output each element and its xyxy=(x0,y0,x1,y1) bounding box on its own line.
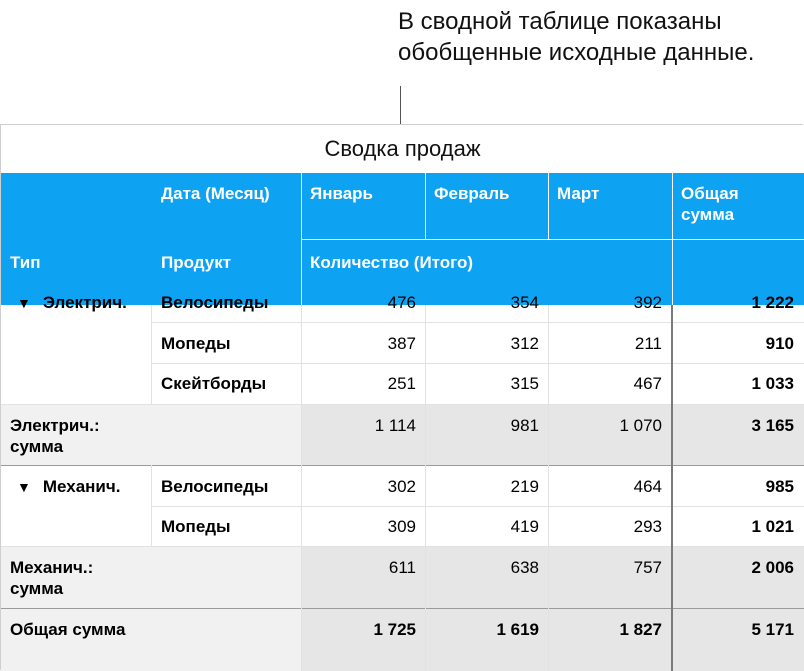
grand-total-label: Общая сумма xyxy=(10,620,126,639)
value-cell: 293 xyxy=(633,517,662,536)
header-measure[interactable]: Количество (Итого) xyxy=(310,253,474,272)
value-cell: 309 xyxy=(387,517,416,536)
subtotal-value-cell: 638 xyxy=(510,558,539,577)
value-cell: 419 xyxy=(510,517,539,536)
header-month-jan[interactable]: Январь xyxy=(310,184,374,203)
product-cell: Велосипеды xyxy=(161,477,269,496)
value-cell: 467 xyxy=(633,374,662,393)
group-label-mechanic[interactable]: ▼ Механич. xyxy=(17,477,121,496)
subtotal-value-cell: 757 xyxy=(633,558,662,577)
disclosure-triangle-icon[interactable]: ▼ xyxy=(17,479,31,495)
product-cell: Мопеды xyxy=(161,517,231,536)
value-cell: 464 xyxy=(633,477,662,496)
disclosure-triangle-icon[interactable]: ▼ xyxy=(17,295,31,311)
header-month-feb[interactable]: Февраль xyxy=(434,184,510,203)
callout-text: В сводной таблице показаны обобщенные ис… xyxy=(398,8,755,66)
subtotal-total-cell: 3 165 xyxy=(751,416,794,435)
group-label-electric[interactable]: ▼ Электрич. xyxy=(17,293,127,312)
subtotal-label-mechanic: Механич.: сумма xyxy=(10,558,94,598)
row-total-cell: 910 xyxy=(765,334,794,353)
header-type[interactable]: Тип xyxy=(10,253,41,272)
subtotal-value-cell: 1 114 xyxy=(374,416,416,435)
grand-total-value-cell: 1 619 xyxy=(496,620,539,639)
value-cell: 251 xyxy=(387,374,416,393)
value-cell: 392 xyxy=(633,293,662,312)
product-cell: Мопеды xyxy=(161,334,231,353)
row-total-cell: 1 033 xyxy=(751,374,794,393)
grand-total-value-cell: 1 827 xyxy=(619,620,662,639)
value-cell: 302 xyxy=(387,477,416,496)
header-date-field[interactable]: Дата (Месяц) xyxy=(161,184,270,203)
grand-total-total-cell: 5 171 xyxy=(751,620,794,639)
grand-total-value-cell: 1 725 xyxy=(373,620,416,639)
pivot-table: Сводка продаж Дата (Месяц) Январь Феврал… xyxy=(0,124,804,671)
pivot-title: Сводка продаж xyxy=(324,136,481,161)
callout-pointer-line xyxy=(400,86,401,124)
subtotal-label-electric: Электрич.: сумма xyxy=(10,416,100,456)
value-cell: 211 xyxy=(634,334,662,353)
subtotal-total-cell: 2 006 xyxy=(751,558,794,577)
row-total-cell: 1 021 xyxy=(751,517,794,536)
value-cell: 354 xyxy=(510,293,539,312)
value-cell: 315 xyxy=(510,374,539,393)
row-total-cell: 985 xyxy=(765,477,794,496)
subtotal-value-cell: 611 xyxy=(388,558,416,577)
product-cell: Велосипеды xyxy=(161,293,269,312)
row-total-cell: 1 222 xyxy=(751,293,794,312)
header-month-mar[interactable]: Март xyxy=(557,184,600,203)
header-total[interactable]: Общая сумма xyxy=(681,184,739,224)
value-cell: 219 xyxy=(510,477,539,496)
value-cell: 312 xyxy=(510,334,539,353)
value-cell: 387 xyxy=(387,334,416,353)
subtotal-value-cell: 1 070 xyxy=(619,416,662,435)
header-product[interactable]: Продукт xyxy=(161,253,232,272)
value-cell: 476 xyxy=(387,293,416,312)
product-cell: Скейтборды xyxy=(161,374,267,393)
subtotal-value-cell: 981 xyxy=(510,416,539,435)
